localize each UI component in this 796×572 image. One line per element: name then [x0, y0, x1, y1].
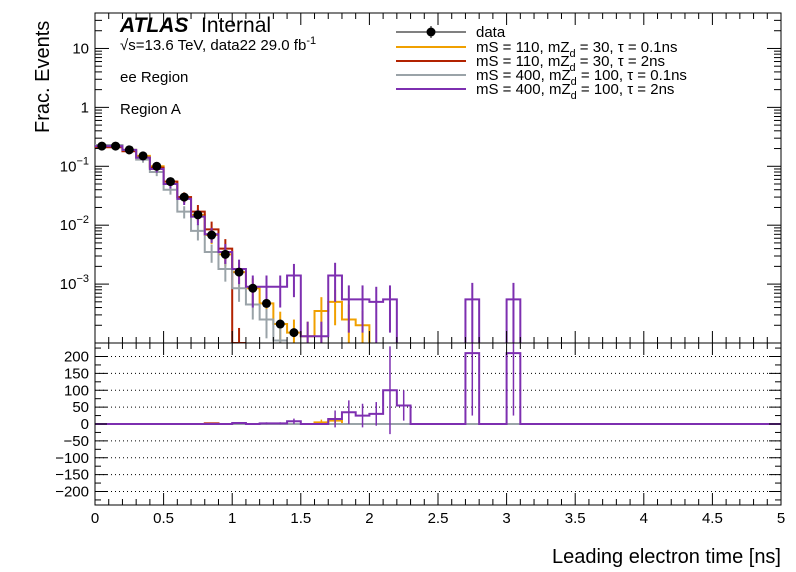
x-tick-label: 3 — [502, 510, 510, 527]
legend-label-part: mS = 110, mZ — [476, 39, 570, 56]
energy-label: √s=13.6 TeV, data22 29.0 fb-1 — [120, 35, 316, 54]
x-axis-title: Leading electron time [ns] — [552, 546, 781, 568]
tick-mantissa: 1 — [81, 99, 89, 116]
ratio-y-tick-label: −200 — [55, 484, 89, 501]
data-point — [138, 151, 148, 161]
legend-label-part: = 100, τ = 0.1ns — [577, 67, 687, 84]
main-panel-frame — [94, 12, 782, 344]
data-point — [97, 141, 107, 151]
region-label-2: Region A — [120, 101, 181, 118]
region-label-1: ee Region — [120, 69, 188, 86]
main-y-tick-label: 10 — [72, 40, 89, 57]
ratio-y-tick-label: 100 — [64, 382, 89, 399]
x-tick-label: 0.5 — [153, 510, 174, 527]
energy-text: √s=13.6 TeV, data22 29.0 fb — [120, 37, 306, 54]
ratio-y-tick-label: 0 — [81, 416, 89, 433]
data-point — [111, 141, 121, 151]
legend-label-part: = 100, τ = 2ns — [577, 81, 675, 98]
x-tick-label: 1 — [228, 510, 236, 527]
main-y-tick-label: 10−2 — [60, 214, 89, 234]
x-tick-label: 4.5 — [702, 510, 723, 527]
main-y-tick-label: 10−1 — [60, 155, 89, 175]
legend-label: data — [476, 24, 506, 41]
ratio-y-tick-label: 50 — [72, 399, 89, 416]
legend-label-part: data — [476, 24, 506, 41]
legend-label-part: = 30, τ = 0.1ns — [576, 39, 678, 56]
x-tick-label: 5 — [777, 510, 785, 527]
legend-subscript: d — [571, 76, 577, 88]
legend-data-marker — [426, 27, 436, 37]
legend-label: mS = 110, mZd = 30, τ = 2ns — [476, 53, 665, 74]
data-point — [124, 145, 134, 155]
tick-mantissa: 10 — [72, 40, 89, 57]
data-point — [207, 230, 217, 240]
ratio-y-tick-label: −50 — [64, 433, 89, 450]
data-point — [262, 298, 271, 308]
legend-label: mS = 400, mZd = 100, τ = 2ns — [476, 81, 674, 102]
internal-label: Internal — [201, 14, 271, 37]
legend-label-part: mS = 110, mZ — [476, 53, 570, 70]
tick-mantissa: 10 — [60, 217, 77, 234]
ratio-series-layer — [95, 343, 781, 435]
data-point — [234, 267, 244, 277]
tick-exponent: −2 — [76, 214, 89, 226]
tick-mantissa: 10 — [60, 276, 77, 293]
data-point — [289, 328, 299, 338]
data-points-layer — [97, 141, 299, 338]
legend-label-part: mS = 400, mZ — [476, 67, 571, 84]
data-point — [220, 249, 230, 259]
data-point — [193, 210, 203, 220]
legend-subscript: d — [570, 48, 576, 60]
tick-exponent: −3 — [76, 273, 89, 285]
data-point — [179, 192, 189, 202]
x-tick-label: 3.5 — [565, 510, 586, 527]
data-point — [152, 161, 162, 171]
data-point — [275, 319, 285, 329]
legend-label-part: = 30, τ = 2ns — [576, 53, 665, 70]
data-point — [248, 283, 258, 293]
ratio-y-tick-label: −150 — [55, 467, 89, 484]
main-y-tick-label: 1 — [81, 99, 89, 116]
x-tick-label: 4 — [640, 510, 648, 527]
legend-label-part: mS = 400, mZ — [476, 81, 571, 98]
tick-exponent: −1 — [76, 155, 89, 167]
x-tick-label: 0 — [91, 510, 99, 527]
data-point — [165, 177, 175, 187]
legend-subscript: d — [570, 62, 576, 74]
atlas-label: ATLAS — [119, 14, 188, 37]
legend-subscript: d — [571, 90, 577, 102]
ratio-y-tick-label: 150 — [64, 365, 89, 382]
ratio-y-tick-label: 200 — [64, 349, 89, 366]
tick-mantissa: 10 — [60, 158, 77, 175]
legend-label: mS = 400, mZd = 100, τ = 0.1ns — [476, 67, 687, 88]
legend-label: mS = 110, mZd = 30, τ = 0.1ns — [476, 39, 677, 60]
x-tick-label: 1.5 — [290, 510, 311, 527]
x-tick-label: 2.5 — [428, 510, 449, 527]
x-tick-label: 2 — [365, 510, 373, 527]
main-y-tick-label: 10−3 — [60, 273, 89, 293]
ratio-y-tick-label: −100 — [55, 450, 89, 467]
ratio-series-line — [95, 352, 781, 425]
y-axis-title: Frac. Events — [32, 21, 54, 133]
energy-superscript: -1 — [306, 35, 316, 47]
